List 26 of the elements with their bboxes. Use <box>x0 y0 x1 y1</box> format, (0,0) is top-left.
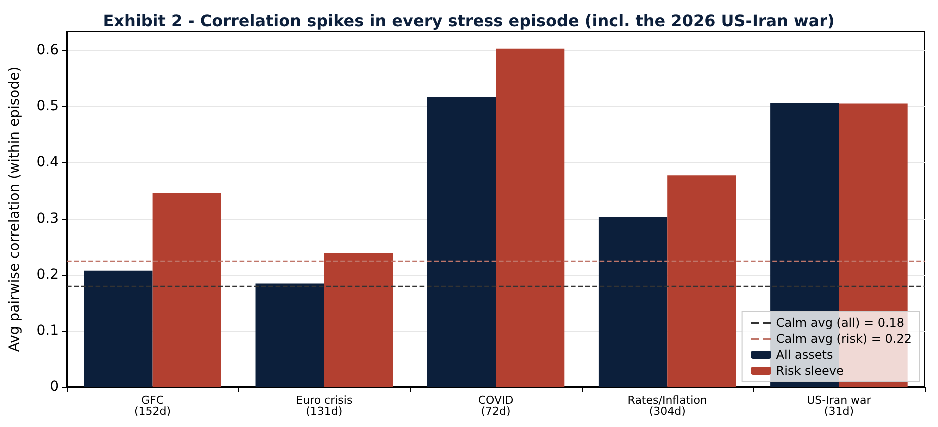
y-tick-label: 0.3 <box>36 210 59 227</box>
legend-label: Risk sleeve <box>776 364 844 378</box>
legend-label: Calm avg (risk) = 0.22 <box>776 332 912 346</box>
bar <box>496 48 565 387</box>
y-tick-label: 0 <box>50 379 59 395</box>
bar <box>324 254 394 387</box>
x-tick-label: GFC (152d) <box>134 394 172 418</box>
legend-label: All assets <box>776 348 834 362</box>
bar <box>598 217 668 387</box>
y-tick-label: 0.1 <box>36 322 59 339</box>
bar <box>152 194 222 387</box>
y-tick-label: 0.2 <box>36 266 59 283</box>
y-tick-label: 0.5 <box>36 98 59 115</box>
x-tick-label: COVID (72d) <box>478 394 514 418</box>
chart-title: Exhibit 2 - Correlation spikes in every stress episode (incl. the 2026 US-Iran war) <box>103 12 835 30</box>
bar <box>427 97 496 387</box>
x-tick-label: Rates/Inflation (304d) <box>628 394 708 418</box>
bar <box>668 176 736 387</box>
bar <box>84 270 153 387</box>
y-tick-label: 0.6 <box>36 42 60 59</box>
y-tick-label: 0.4 <box>36 154 60 171</box>
y-axis-title: Avg pairwise correlation (within episode) <box>7 66 23 352</box>
x-tick-label: Euro crisis (131d) <box>296 394 353 418</box>
x-tick-label: US-Iran war (31d) <box>807 394 872 418</box>
bar <box>256 284 324 387</box>
legend-label: Calm avg (all) = 0.18 <box>776 316 905 330</box>
